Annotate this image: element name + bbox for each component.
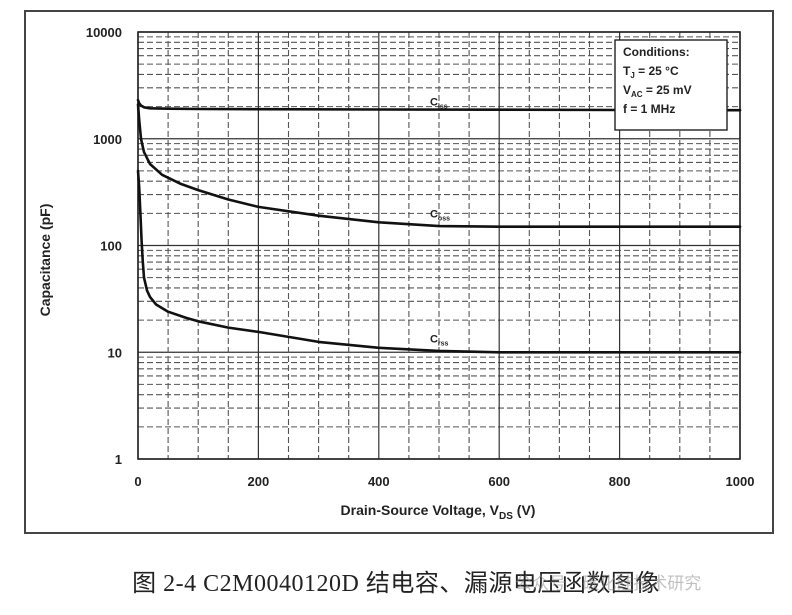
x-tick-label: 800 [609,474,631,489]
y-axis-title: Capacitance (pF) [37,204,53,317]
y-tick-label: 100 [100,239,122,254]
conditions-box-frame [614,39,728,131]
y-tick-label: 1 [115,452,122,467]
figure-caption: 图 2-4 C2M0040120D 结电容、漏源电压函数图像 [132,571,660,597]
watermark-text: 公众号 · 碳化硅技术研究 [515,574,702,594]
x-tick-label: 1000 [726,474,755,489]
label-layer: Ciss Coss Crss [430,96,450,347]
conditions-line: VAC = 25 mV [623,83,692,99]
crss-curve [136,169,742,354]
x-tick-label: 400 [368,474,390,489]
coss-curve [136,103,742,228]
plot-border [137,31,741,460]
capacitance-chart: 0 200 400 600 800 1000 1 10 100 1000 10000 Ciss Cos… [37,25,755,522]
x-tick-label: 0 [134,474,141,489]
conditions-line: TJ = 25 °C [623,64,679,80]
tick-layer: 0 200 400 600 800 1000 1 10 100 1000 10000 [86,25,755,489]
x-tick-label: 600 [488,474,510,489]
ciss-curve [136,98,742,112]
y-tick-label: 1000 [93,132,122,147]
conditions-annotation: Conditions: TJ = 25 °C VAC = 25 mV f = 1 MH… [614,39,728,131]
grid-layer [137,31,741,460]
chart-frame: 0 200 400 600 800 1000 1 10 100 1000 10000 Ciss Cos… [24,10,774,534]
crss-label: Crss [430,333,449,347]
conditions-title: Conditions: [623,45,690,59]
y-tick-label: 10 [108,345,122,360]
conditions-line: f = 1 MHz [623,102,675,116]
x-axis-title: Drain-Source Voltage, VDS (V) [341,502,536,522]
y-tick-label: 10000 [86,25,122,40]
series-layer [136,98,742,354]
x-tick-label: 200 [248,474,270,489]
coss-label: Coss [430,209,450,223]
ciss-label: Ciss [430,96,448,110]
